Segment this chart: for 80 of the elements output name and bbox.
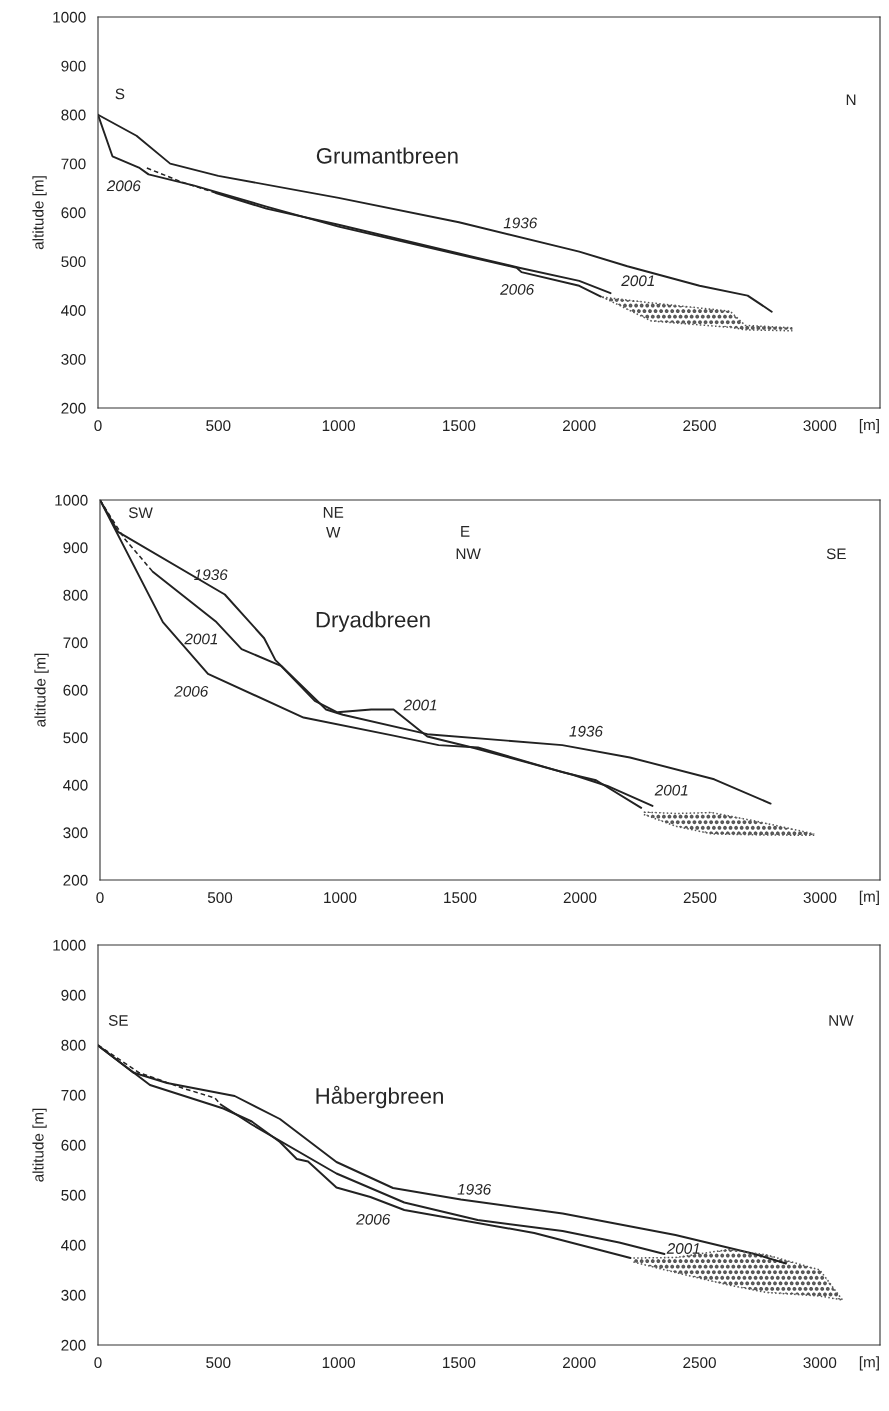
x-axis-title: [m] bbox=[859, 890, 879, 905]
y-tick-label: 1000 bbox=[53, 11, 86, 23]
y-axis-title: altitude [m] bbox=[32, 1108, 47, 1182]
x-tick-label: 2500 bbox=[683, 892, 717, 904]
annotation: 2001 bbox=[403, 699, 437, 711]
y-tick-label: 700 bbox=[61, 158, 86, 170]
y-tick-label: 500 bbox=[61, 256, 86, 268]
x-tick-label: 500 bbox=[206, 1357, 231, 1369]
y-tick-label: 500 bbox=[61, 1189, 86, 1201]
x-axis-title: [m] bbox=[859, 418, 879, 434]
x-tick-label: 3000 bbox=[803, 420, 837, 432]
y-tick-label: 400 bbox=[61, 1239, 86, 1251]
y-tick-label: 600 bbox=[63, 684, 88, 696]
annotation: 1936 bbox=[503, 217, 538, 229]
x-tick-label: 1000 bbox=[322, 1357, 356, 1369]
annotation: NE bbox=[323, 507, 344, 518]
y-tick-label: 300 bbox=[61, 353, 86, 365]
y-axis-title: altitude [m] bbox=[34, 653, 49, 727]
annotation: NW bbox=[456, 548, 481, 560]
annotation: SE bbox=[108, 1015, 128, 1026]
annotation: 2001 bbox=[654, 784, 688, 796]
x-tick-label: 1500 bbox=[443, 420, 476, 432]
x-axis-title: [m] bbox=[859, 1356, 879, 1371]
y-tick-label: 600 bbox=[61, 1139, 86, 1151]
y-tick-label: 700 bbox=[63, 637, 88, 649]
y-tick-label: 200 bbox=[61, 1339, 86, 1351]
annotation: SW bbox=[128, 507, 153, 519]
x-tick-label: 3000 bbox=[803, 892, 837, 904]
x-tick-label: 2500 bbox=[683, 420, 716, 432]
y-tick-label: 900 bbox=[61, 989, 86, 1001]
text: Grumantbreen bbox=[316, 147, 458, 164]
y-tick-label: 300 bbox=[61, 1289, 86, 1301]
annotation: 2001 bbox=[184, 633, 218, 645]
y-tick-label: 1000 bbox=[55, 494, 88, 506]
annotation: 2006 bbox=[174, 685, 209, 697]
annotation: S bbox=[115, 88, 125, 100]
y-axis-title: altitude [m] bbox=[32, 176, 47, 250]
x-tick-label: 2500 bbox=[683, 1357, 716, 1369]
text: Håbergbreen bbox=[316, 1085, 443, 1109]
y-tick-label: 400 bbox=[63, 779, 88, 791]
annotation: SE bbox=[826, 548, 846, 560]
y-tick-label: 900 bbox=[61, 60, 86, 72]
x-tick-label: 2000 bbox=[563, 1357, 596, 1369]
annotation: 1936 bbox=[194, 569, 228, 581]
annotation: 2001 bbox=[666, 1243, 700, 1254]
y-tick-label: 400 bbox=[61, 305, 86, 316]
annotation: 2001 bbox=[621, 275, 654, 287]
y-tick-label: 800 bbox=[63, 589, 88, 601]
x-tick-label: 500 bbox=[207, 892, 233, 904]
x-tick-label: 0 bbox=[94, 420, 102, 432]
annotation: NW bbox=[829, 1015, 854, 1026]
x-tick-label: 1000 bbox=[322, 420, 356, 432]
y-tick-label: 200 bbox=[63, 874, 88, 886]
y-tick-label: 700 bbox=[61, 1089, 86, 1101]
x-tick-label: 3000 bbox=[803, 1357, 837, 1369]
x-tick-label: 1000 bbox=[324, 892, 357, 904]
y-tick-label: 1000 bbox=[53, 939, 86, 951]
x-tick-label: 2000 bbox=[563, 420, 596, 432]
annotation: 1936 bbox=[457, 1183, 492, 1195]
x-tick-label: 0 bbox=[96, 892, 104, 904]
y-tick-label: 500 bbox=[63, 732, 88, 744]
x-tick-label: 500 bbox=[206, 420, 231, 432]
x-tick-label: 0 bbox=[94, 1357, 102, 1369]
y-tick-label: 800 bbox=[61, 109, 86, 121]
annotation: E bbox=[461, 526, 470, 537]
y-tick-label: 200 bbox=[61, 402, 86, 414]
y-tick-label: 600 bbox=[61, 207, 86, 219]
annotation: W bbox=[326, 526, 341, 538]
annotation: N bbox=[846, 94, 856, 106]
x-tick-label: 1500 bbox=[444, 892, 477, 904]
annotation: 2006 bbox=[106, 180, 141, 192]
y-tick-label: 300 bbox=[63, 827, 88, 839]
text: Dryadbreen bbox=[316, 611, 430, 632]
y-tick-label: 800 bbox=[61, 1039, 86, 1051]
x-tick-label: 1500 bbox=[443, 1357, 476, 1369]
annotation: 2006 bbox=[500, 283, 535, 295]
annotation: 1936 bbox=[569, 725, 603, 737]
annotation: 2006 bbox=[356, 1213, 391, 1225]
y-tick-label: 900 bbox=[63, 542, 88, 554]
x-tick-label: 2000 bbox=[563, 892, 597, 904]
